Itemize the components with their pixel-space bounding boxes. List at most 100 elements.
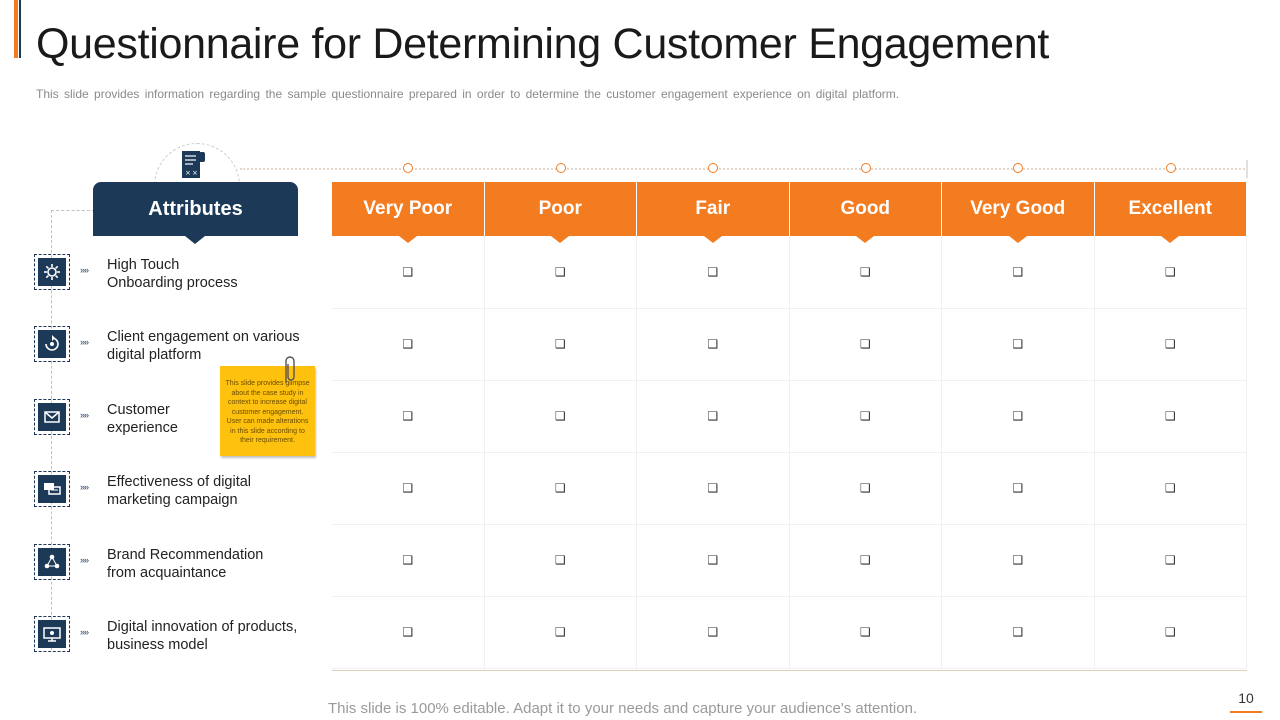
table-bottom-border — [332, 670, 1247, 671]
rating-checkbox[interactable]: ❑ — [942, 380, 1095, 452]
footer-text: This slide is 100% editable. Adapt it to… — [328, 700, 918, 717]
rating-checkbox[interactable]: ❑ — [332, 596, 485, 668]
table-row: ❑ ❑ ❑ ❑ ❑ ❑ — [332, 596, 1247, 669]
rating-checkbox[interactable]: ❑ — [790, 236, 942, 308]
page-subtitle: This slide provides information regardin… — [36, 87, 900, 101]
attribute-label-line2: experience — [107, 420, 178, 436]
rating-header-excellent: Excellent — [1094, 182, 1247, 243]
rating-checkbox[interactable]: ❑ — [1095, 596, 1247, 668]
rating-checkbox[interactable]: ❑ — [332, 380, 485, 452]
rating-checkbox[interactable]: ❑ — [942, 452, 1095, 524]
attribute-label-line1: Brand Recommendation — [107, 547, 264, 563]
rating-header-good: Good — [789, 182, 942, 243]
rating-checkbox[interactable]: ❑ — [790, 524, 942, 596]
rating-checkbox[interactable]: ❑ — [790, 380, 942, 452]
chevron-right-icon: »» — [80, 410, 89, 420]
svg-text:×: × — [185, 169, 191, 177]
table-row: ❑ ❑ ❑ ❑ ❑ ❑ — [332, 524, 1247, 597]
rating-checkbox[interactable]: ❑ — [332, 308, 485, 380]
rating-checkbox[interactable]: ❑ — [790, 452, 942, 524]
network-people-icon — [38, 548, 66, 576]
attribute-label: High Touch Onboarding process — [107, 256, 317, 292]
table-row: ❑ ❑ ❑ ❑ ❑ ❑ — [332, 236, 1247, 309]
chevron-right-icon: »» — [80, 337, 89, 347]
rating-checkbox[interactable]: ❑ — [485, 596, 637, 668]
attribute-label: Digital innovation of products, business … — [107, 618, 317, 654]
rating-checkbox[interactable]: ❑ — [1095, 236, 1247, 308]
attribute-label-line2: Onboarding process — [107, 275, 238, 291]
rating-checkbox[interactable]: ❑ — [332, 452, 485, 524]
timeline-dot — [403, 163, 414, 173]
rating-checkbox[interactable]: ❑ — [942, 236, 1095, 308]
timeline-dotted-line — [240, 168, 1248, 170]
rating-checkbox[interactable]: ❑ — [637, 380, 790, 452]
rating-checkbox[interactable]: ❑ — [790, 308, 942, 380]
attribute-connector-horizontal — [51, 210, 95, 211]
rating-checkbox[interactable]: ❑ — [942, 596, 1095, 668]
rating-header-poor: Poor — [484, 182, 637, 243]
attribute-item: »» High Touch Onboarding process — [34, 254, 324, 294]
engagement-cycle-icon-frame — [34, 326, 70, 362]
rating-checkbox[interactable]: ❑ — [485, 452, 637, 524]
attribute-label-line1: Effectiveness of digital — [107, 474, 252, 490]
title-accent-bar — [14, 0, 18, 58]
timeline-end-mark — [1246, 160, 1248, 178]
timeline-dot — [555, 163, 566, 173]
attribute-label: Client engagement on various digital plat… — [107, 328, 317, 364]
rating-checkbox[interactable]: ❑ — [637, 524, 790, 596]
monitor-icon — [38, 620, 66, 648]
rating-checkbox[interactable]: ❑ — [1095, 380, 1247, 452]
rating-checkbox[interactable]: ❑ — [942, 524, 1095, 596]
rating-checkbox[interactable]: ❑ — [1095, 452, 1247, 524]
attribute-item: »» Digital innovation of products, busines… — [34, 616, 324, 656]
rating-checkbox[interactable]: ❑ — [485, 236, 637, 308]
timeline-dot — [1013, 163, 1024, 173]
network-people-icon-frame — [34, 544, 70, 580]
rating-table: Very Poor Poor Fair Good Very Good Excellent … — [332, 182, 1247, 671]
timeline-dot — [708, 163, 719, 173]
envelope-icon-frame — [34, 399, 70, 435]
attribute-label-line1: High Touch — [107, 257, 180, 273]
envelope-icon — [38, 403, 66, 431]
attribute-label-line2: marketing campaign — [107, 492, 238, 508]
attributes-header: Attributes — [93, 182, 298, 244]
chevron-right-icon: »» — [80, 482, 89, 492]
attribute-item: »» Customer experience — [34, 399, 324, 439]
attribute-label-line2: from acquaintance — [107, 565, 227, 581]
gear-cluster-icon — [38, 258, 66, 286]
rating-checkbox[interactable]: ❑ — [1095, 308, 1247, 380]
rating-header-very-good: Very Good — [942, 182, 1095, 243]
attribute-item: »» Effectiveness of digital marketing camp… — [34, 471, 324, 511]
timeline-dot — [1165, 163, 1176, 173]
rating-checkbox[interactable]: ❑ — [332, 236, 485, 308]
page-title: Questionnaire for Determining Customer E… — [36, 20, 1050, 68]
rating-header-fair: Fair — [637, 182, 790, 243]
rating-checkbox[interactable]: ❑ — [637, 452, 790, 524]
attribute-label: Brand Recommendation from acquaintance — [107, 546, 317, 582]
rating-checkbox[interactable]: ❑ — [942, 308, 1095, 380]
page-number: 10 — [1238, 690, 1254, 706]
engagement-cycle-icon — [38, 330, 66, 358]
rating-checkbox[interactable]: ❑ — [1095, 524, 1247, 596]
chat-bubbles-icon — [38, 475, 66, 503]
paperclip-icon — [285, 356, 295, 383]
attribute-item: »» Client engagement on various digital pl… — [34, 326, 324, 366]
attribute-label-line1: Client engagement on various — [107, 329, 300, 345]
chevron-right-icon: »» — [80, 627, 89, 637]
attribute-label-line1: Digital innovation of products, — [107, 619, 298, 635]
rating-checkbox[interactable]: ❑ — [485, 380, 637, 452]
attribute-label: Customer experience — [107, 401, 317, 437]
timeline-dot — [860, 163, 871, 173]
chevron-right-icon: »» — [80, 555, 89, 565]
table-row: ❑ ❑ ❑ ❑ ❑ ❑ — [332, 380, 1247, 453]
rating-checkbox[interactable]: ❑ — [637, 308, 790, 380]
survey-document-icon: × × — [182, 151, 205, 178]
rating-checkbox[interactable]: ❑ — [332, 524, 485, 596]
rating-checkbox[interactable]: ❑ — [637, 236, 790, 308]
sticky-note: This slide provides glimpse about the ca… — [220, 366, 315, 456]
rating-checkbox[interactable]: ❑ — [637, 596, 790, 668]
rating-checkbox[interactable]: ❑ — [790, 596, 942, 668]
rating-checkbox[interactable]: ❑ — [485, 308, 637, 380]
rating-checkbox[interactable]: ❑ — [485, 524, 637, 596]
attribute-label-line2: business model — [107, 637, 208, 653]
